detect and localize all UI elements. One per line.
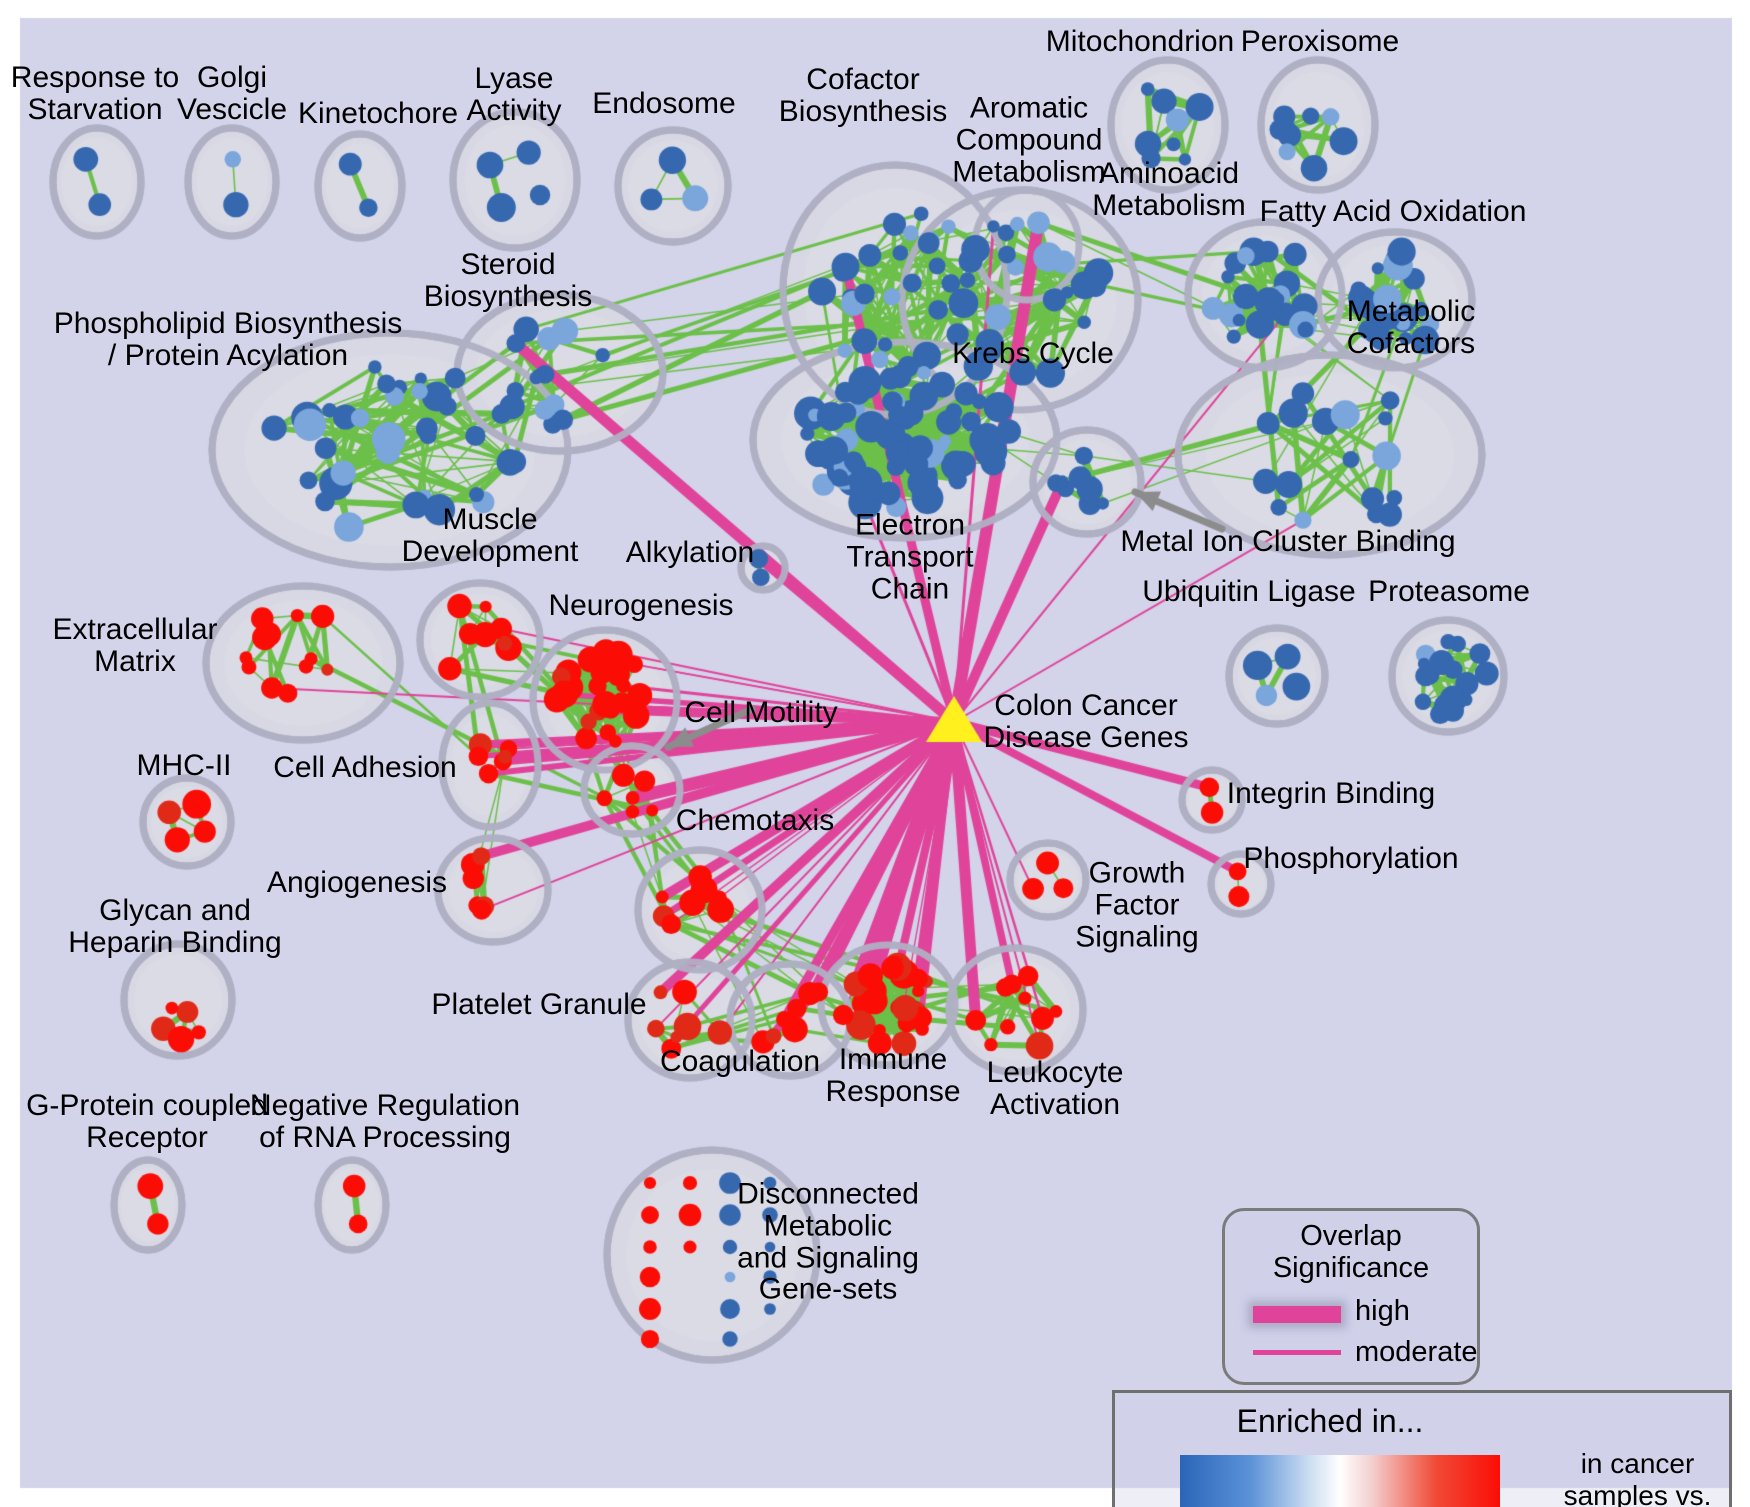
- enrichment-legend-title: Enriched in...: [1236, 1403, 1424, 1439]
- overlap-moderate-swatch: [1253, 1350, 1341, 1355]
- overlap-high-swatch: [1253, 1306, 1341, 1323]
- enrichment-context-label: in cancer samples vs. controls: [1563, 1448, 1712, 1507]
- overlap-high-label: high: [1355, 1295, 1410, 1327]
- enrichment-colorbar-legend: Enriched in... Down Up in cancer samples…: [1112, 1390, 1732, 1507]
- overlap-legend-title: Overlap Significance: [1272, 1220, 1430, 1284]
- overlap-moderate-label: moderate: [1355, 1336, 1478, 1368]
- enrichment-gradient-bar: [1180, 1455, 1500, 1507]
- overlap-significance-legend: Overlap Significance high moderate: [1222, 1208, 1480, 1385]
